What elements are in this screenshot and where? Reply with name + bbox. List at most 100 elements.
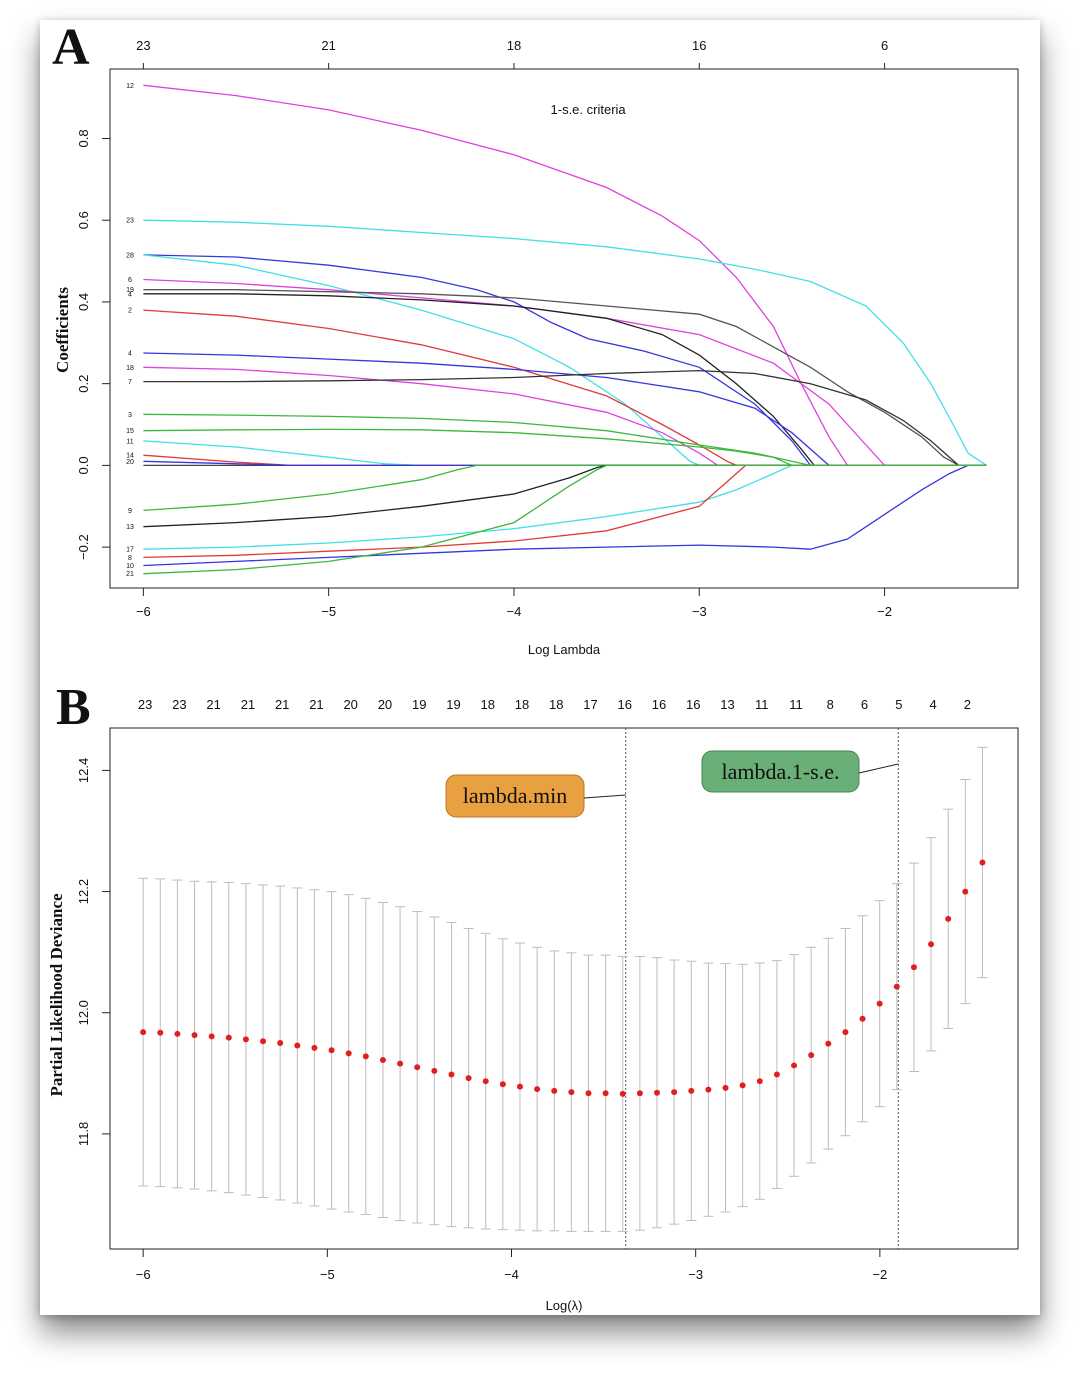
x-tick-label-b: −5 xyxy=(320,1267,335,1282)
coefficient-path-10 xyxy=(143,366,987,467)
lambda-1se-pointer xyxy=(858,763,899,774)
coefficient-path-1 xyxy=(143,84,987,467)
deviance-point xyxy=(311,1044,318,1051)
top-axis-label-a: 18 xyxy=(507,38,521,53)
panel-a-coefficient-paths: A−6 −5 −4 −3 −223 21 18 16 6−0.20.00.20.40.60.8L… xyxy=(52,20,1019,657)
deviance-point xyxy=(876,1000,883,1007)
top-axis-label-b: 19 xyxy=(412,697,426,712)
x-axis-label-a: Log Lambda xyxy=(528,642,601,657)
deviance-point xyxy=(465,1075,472,1082)
deviance-point xyxy=(397,1060,404,1067)
lambda-min-callout xyxy=(445,774,585,818)
coefficient-path-5 xyxy=(143,278,987,467)
coefficient-path-19 xyxy=(143,464,987,550)
top-axis-label-b: 6 xyxy=(861,697,868,712)
deviance-point xyxy=(928,941,935,948)
deviance-point xyxy=(568,1089,575,1096)
deviance-point xyxy=(294,1042,301,1049)
deviance-point xyxy=(534,1086,541,1093)
top-axis-label-b: 5 xyxy=(895,697,902,712)
y-tick-label-a: 0.4 xyxy=(76,293,91,311)
top-axis-label-b: 16 xyxy=(652,697,666,712)
top-axis-label-b: 21 xyxy=(206,697,220,712)
y-tick-label-a: 0.2 xyxy=(76,375,91,393)
deviance-point xyxy=(328,1047,335,1054)
top-axis-label-b: 2 xyxy=(964,697,971,712)
top-axis-label-b: 23 xyxy=(138,697,152,712)
deviance-point xyxy=(431,1067,438,1074)
path-label: 15 xyxy=(126,428,134,435)
deviance-point xyxy=(551,1087,558,1094)
path-label: 7 xyxy=(128,379,132,386)
path-label: 2 xyxy=(128,308,132,315)
lambda-min-callout-text: lambda.min xyxy=(463,783,567,808)
deviance-point xyxy=(773,1071,780,1078)
y-tick-label-b: 12.0 xyxy=(76,1000,91,1025)
coefficient-path-4 xyxy=(143,254,987,467)
path-label: 20 xyxy=(126,459,134,466)
top-axis-label-b: 18 xyxy=(480,697,494,712)
coefficient-path-18 xyxy=(143,464,987,528)
deviance-point xyxy=(174,1030,181,1037)
top-axis-label-b: 19 xyxy=(446,697,460,712)
deviance-point xyxy=(157,1029,164,1036)
coefficient-path-13 xyxy=(143,428,987,467)
top-axis-label-b: 20 xyxy=(343,697,357,712)
top-axis-label-b: 21 xyxy=(241,697,255,712)
deviance-point xyxy=(842,1029,849,1036)
deviance-point xyxy=(448,1071,455,1078)
top-axis-label-b: 11 xyxy=(755,697,769,712)
deviance-point xyxy=(705,1086,712,1093)
top-axis-label-b: 23 xyxy=(172,697,186,712)
deviance-point xyxy=(516,1083,523,1090)
plot-frame-b xyxy=(109,727,1019,1250)
top-axis-label-b: 21 xyxy=(275,697,289,712)
y-tick-label-b: 12.2 xyxy=(76,879,91,904)
coefficient-path-3 xyxy=(143,254,987,467)
top-axis-label-a: 23 xyxy=(136,38,150,53)
y-tick-label-b: 12.4 xyxy=(76,758,91,783)
lambda-1se-callout xyxy=(701,750,860,793)
deviance-point xyxy=(208,1033,215,1040)
x-tick-label-a: −5 xyxy=(321,604,336,619)
path-label: 4 xyxy=(128,351,132,358)
coefficient-path-14 xyxy=(143,440,987,467)
deviance-point xyxy=(619,1090,626,1097)
deviance-point xyxy=(414,1064,421,1071)
coefficient-path-11 xyxy=(143,369,987,467)
deviance-point xyxy=(739,1082,746,1089)
annotation-1se-criteria: 1-s.e. criteria xyxy=(551,102,627,117)
y-tick-label-a: 0.6 xyxy=(76,211,91,229)
coefficient-path-22 xyxy=(143,464,987,575)
path-label: 14 xyxy=(126,453,134,460)
top-axis-label-b: 16 xyxy=(686,697,700,712)
panel-label-b: B xyxy=(56,679,91,736)
y-tick-label-b: 11.8 xyxy=(76,1122,91,1146)
top-axis-label-b: 11 xyxy=(789,697,803,712)
deviance-point xyxy=(225,1034,232,1041)
deviance-point xyxy=(722,1084,729,1091)
lasso-figure: A−6 −5 −4 −3 −223 21 18 16 6−0.20.00.20.40.60.8L… xyxy=(47,20,1019,1313)
path-label: 19 xyxy=(126,287,134,294)
path-label: 6 xyxy=(128,277,132,284)
deviance-point xyxy=(362,1053,369,1060)
top-axis-label-b: 16 xyxy=(618,697,632,712)
top-axis-label-b: 18 xyxy=(515,697,529,712)
lambda-min-pointer xyxy=(583,794,626,799)
path-label: 4 xyxy=(128,291,132,298)
path-label: 10 xyxy=(126,563,134,570)
coefficient-path-21 xyxy=(143,464,987,567)
y-axis-label-a: Coefficients xyxy=(53,287,72,373)
deviance-point xyxy=(808,1052,815,1059)
deviance-point xyxy=(140,1029,147,1036)
coefficient-path-15 xyxy=(143,454,987,467)
coefficient-path-6 xyxy=(143,289,987,467)
x-tick-label-a: −4 xyxy=(507,604,522,619)
path-label: 17 xyxy=(126,547,134,554)
x-tick-label-b: −4 xyxy=(504,1267,519,1282)
y-tick-label-a: 0.0 xyxy=(76,456,91,474)
top-axis-label-b: 4 xyxy=(929,697,936,712)
coefficient-path-20 xyxy=(143,464,987,559)
path-label: 3 xyxy=(128,412,132,419)
y-tick-label-a: −0.2 xyxy=(76,534,91,560)
